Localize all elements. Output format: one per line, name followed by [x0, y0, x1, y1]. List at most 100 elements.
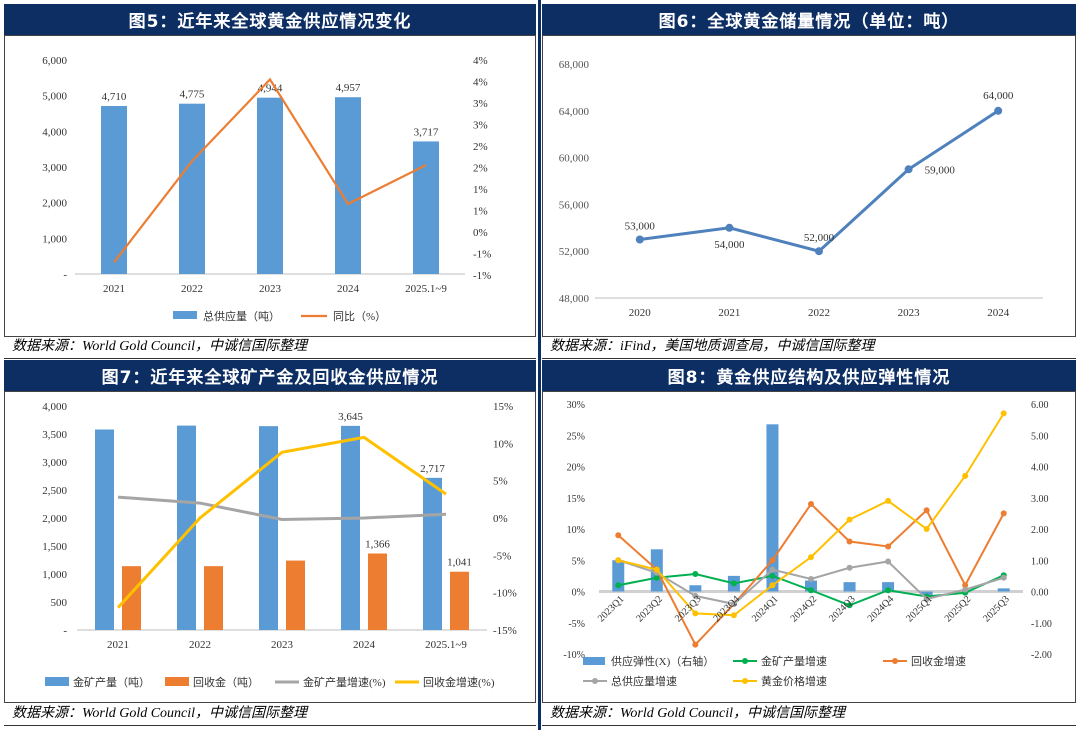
fig5-right-tick: 4%	[473, 55, 488, 67]
fig5-right-tick: 3%	[473, 120, 488, 132]
fig8-price-growth-point	[1000, 410, 1007, 417]
fig7-right-tick: -10%	[493, 588, 517, 600]
fig7-right-tick: 5%	[493, 476, 508, 488]
fig8-total-growth-point	[692, 592, 699, 599]
fig8-legend-swatch-dot	[592, 678, 598, 684]
panel-fig8: 图8：黄金供应结构及供应弹性情况 -10% -5% 0% 5% 10% 15% 20% 25%…	[542, 360, 1076, 726]
fig7-right-tick: 15%	[493, 401, 513, 413]
fig8-x-tick: 2023Q2	[634, 594, 665, 625]
fig7-right-tick: 10%	[493, 438, 513, 450]
fig5-right-tick: 4%	[473, 77, 488, 89]
fig8-mine-growth-point	[846, 602, 853, 609]
fig7-left-tick: 2,500	[42, 485, 67, 497]
fig8-recycled-growth-point	[923, 507, 930, 514]
fig5-x-tick: 2021	[103, 283, 125, 295]
fig5-bar-label: 4,957	[336, 82, 361, 94]
fig5-left-tick: 6,000	[42, 55, 67, 67]
fig5-left-tick: 3,000	[42, 162, 67, 174]
fig6-y-tick: 52,000	[559, 246, 590, 258]
fig8-price-growth-point	[653, 566, 660, 573]
fig5-left-tick: 1,000	[42, 233, 67, 245]
fig7-right-tick: -5%	[493, 550, 511, 562]
fig8-recycled-growth-line	[617, 502, 1005, 647]
fig5-right-tick: 0%	[473, 227, 488, 239]
fig5-bar-label: 3,717	[414, 126, 439, 138]
fig8-price-growth-point	[769, 582, 776, 589]
fig7-left-tick: 4,000	[42, 401, 67, 413]
fig8-price-growth-point	[808, 554, 814, 561]
fig5-title: 图5：近年来全球黄金供应情况变化	[4, 4, 536, 35]
fig6-point	[635, 235, 644, 244]
fig8-legend-swatch-dot	[742, 678, 748, 684]
fig8-price-growth-point	[730, 612, 737, 619]
fig7-bar-recycled	[122, 566, 141, 630]
fig8-right-tick: -2.00	[1031, 650, 1052, 661]
fig6-point	[815, 247, 823, 256]
fig6-point-label: 54,000	[714, 239, 745, 251]
fig8-bar-elasticity	[997, 588, 1010, 592]
fig7-bar-mine	[423, 477, 442, 630]
fig8-mine-growth-point	[769, 572, 776, 579]
fig7-bar-mine	[95, 429, 114, 630]
fig8-left-tick: -10%	[563, 650, 585, 661]
fig6-y-tick: 60,000	[559, 153, 590, 165]
fig7-bar-recycled	[204, 566, 223, 630]
fig8-left-tick: 0%	[572, 588, 585, 599]
fig5-left-tick: 4,000	[42, 126, 67, 138]
fig7-x-tick: 2021	[107, 639, 129, 651]
fig8-x-tick: 2025Q2	[943, 594, 974, 625]
fig8-price-growth-point	[615, 557, 622, 564]
fig8-recycled-growth-point	[846, 538, 853, 545]
fig8-total-growth-point	[885, 558, 892, 565]
fig8-recycled-growth-point	[692, 641, 699, 648]
fig5-right-tick: 1%	[473, 184, 488, 196]
fig5-source: 数据来源：World Gold Council，中诚信国际整理	[4, 336, 536, 359]
fig7-legend-label: 金矿产量增速(%)	[303, 675, 386, 689]
fig7-x-tick: 2022	[189, 639, 211, 651]
fig8-mine-growth-point	[730, 580, 737, 587]
fig6-chart: 48,000 52,000 56,000 60,000 64,000 68,000 2020…	[559, 59, 1043, 319]
fig8-mine-growth-point	[808, 587, 814, 594]
fig8-chart: -10% -5% 0% 5% 10% 15% 20% 25% 30% -2.00 -1.00 0.00…	[563, 400, 1052, 688]
fig8-legend-swatch	[583, 657, 605, 665]
fig8-price-growth-point	[962, 472, 969, 479]
panel-fig6: 图6：全球黄金储量情况（单位：吨） 48,000 52,000 56,000 60,0…	[542, 4, 1076, 359]
fig7-left-tick: 1,500	[42, 541, 67, 553]
fig7-legend-swatch	[45, 677, 69, 686]
fig7-legend-label: 回收金增速(%)	[423, 675, 495, 689]
fig6-x-tick: 2020	[629, 307, 652, 319]
fig6-source: 数据来源：iFind，美国地质调查局，中诚信国际整理	[542, 336, 1076, 359]
fig5-right-tick: -1%	[473, 270, 491, 282]
fig8-left-tick: 15%	[567, 494, 585, 505]
fig6-point	[725, 223, 734, 232]
fig8-title: 图8：黄金供应结构及供应弹性情况	[542, 360, 1076, 391]
fig7-left-tick: 3,000	[42, 457, 67, 469]
fig6-point-label: 64,000	[983, 90, 1014, 102]
fig7-bar-label: 2,717	[420, 463, 445, 475]
fig8-right-tick: 0.00	[1031, 588, 1049, 599]
fig8-x-tick: 2025Q3	[981, 594, 1012, 625]
fig7-bar-label: 1,041	[447, 557, 472, 569]
fig8-legend-label: 黄金价格增速	[761, 674, 827, 688]
fig7-title: 图7：近年来全球矿产金及回收金供应情况	[4, 360, 536, 391]
fig8-recycled-growth-point	[615, 532, 622, 539]
fig8-price-growth-point	[692, 610, 699, 617]
fig7-chart: - 500 1,000 1,500 2,000 2,500 3,000 3,500 4,000 -…	[42, 401, 517, 689]
fig8-legend-label: 回收金增速	[911, 654, 966, 668]
fig6-y-tick: 48,000	[559, 293, 590, 305]
fig7-bar-label: 3,645	[338, 411, 363, 423]
fig8-bar-elasticity	[843, 582, 856, 592]
fig7-right-tick: -15%	[493, 625, 517, 637]
fig5-right-tick: 2%	[473, 163, 488, 175]
fig5-bar	[179, 103, 205, 274]
fig7-legend-swatch	[165, 677, 189, 686]
fig8-right-tick: 4.00	[1031, 463, 1049, 474]
fig8-x-tick: 2025Q1	[904, 594, 935, 625]
fig8-x-tick: 2023Q1	[596, 594, 627, 625]
fig8-price-growth-point	[846, 516, 853, 523]
fig8-right-tick: 3.00	[1031, 494, 1049, 505]
fig6-y-tick: 68,000	[559, 59, 590, 71]
fig8-recycled-growth-point	[962, 582, 969, 589]
fig8-total-growth-point	[1000, 574, 1007, 581]
fig8-right-tick: 6.00	[1031, 400, 1049, 411]
